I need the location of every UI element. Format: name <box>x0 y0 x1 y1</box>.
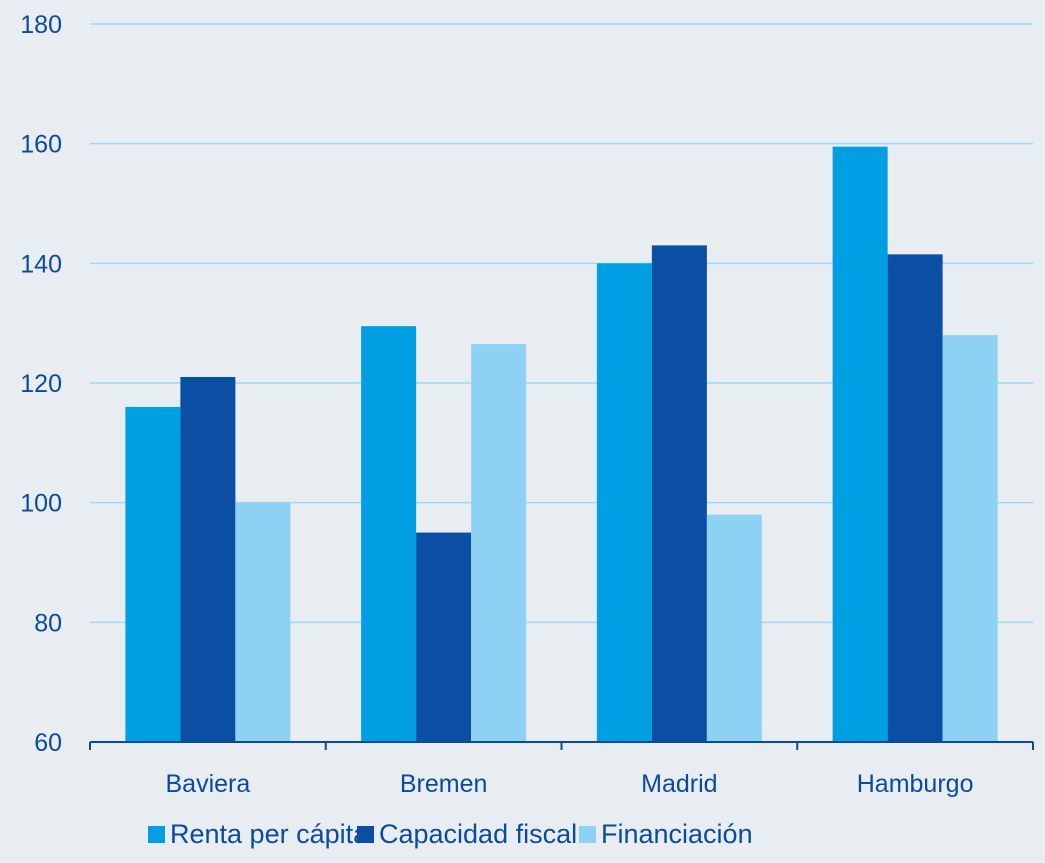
bar-renta-per-c-pita-bremen <box>361 326 417 742</box>
y-tick-label: 60 <box>34 729 62 757</box>
x-tick-label: Madrid <box>641 770 717 798</box>
bar-capacidad-fiscal-hamburgo <box>887 254 943 742</box>
y-tick-label: 160 <box>20 131 62 159</box>
x-tick-label: Bremen <box>400 770 488 798</box>
x-tick-label: Baviera <box>165 770 250 798</box>
bar-renta-per-c-pita-baviera <box>125 406 181 742</box>
axes: 60 80 100 120 140 160 180 Baviera Bremen Madrid Ha… <box>20 11 1034 798</box>
legend-swatch <box>579 826 596 843</box>
y-tick-label: 180 <box>20 11 62 39</box>
bar-renta-per-c-pita-madrid <box>596 263 652 742</box>
legend-swatch <box>357 826 374 843</box>
bar-renta-per-c-pita-hamburgo <box>832 146 888 743</box>
bar-capacidad-fiscal-baviera <box>180 377 236 742</box>
y-tick-label: 100 <box>20 490 62 518</box>
bar-financiaci-n-bremen <box>471 344 527 742</box>
y-tick-label: 140 <box>20 250 62 278</box>
bar-financiaci-n-madrid <box>706 514 762 742</box>
bar-financiaci-n-hamburgo <box>942 335 998 742</box>
x-tick-label: Hamburgo <box>857 770 974 798</box>
legend-label: Renta per cápita <box>170 819 369 849</box>
bar-capacidad-fiscal-bremen <box>416 532 472 742</box>
bar-capacidad-fiscal-madrid <box>651 245 707 742</box>
y-tick-label: 120 <box>20 370 62 398</box>
legend-swatch <box>148 826 165 843</box>
legend-label: Capacidad fiscal <box>379 819 577 849</box>
y-tick-label: 80 <box>34 609 62 637</box>
bars <box>125 146 998 743</box>
legend-label: Financiación <box>601 819 753 849</box>
bar-financiaci-n-baviera <box>235 502 291 742</box>
legend: Renta per cápita Capacidad fiscal Financia… <box>148 819 753 849</box>
